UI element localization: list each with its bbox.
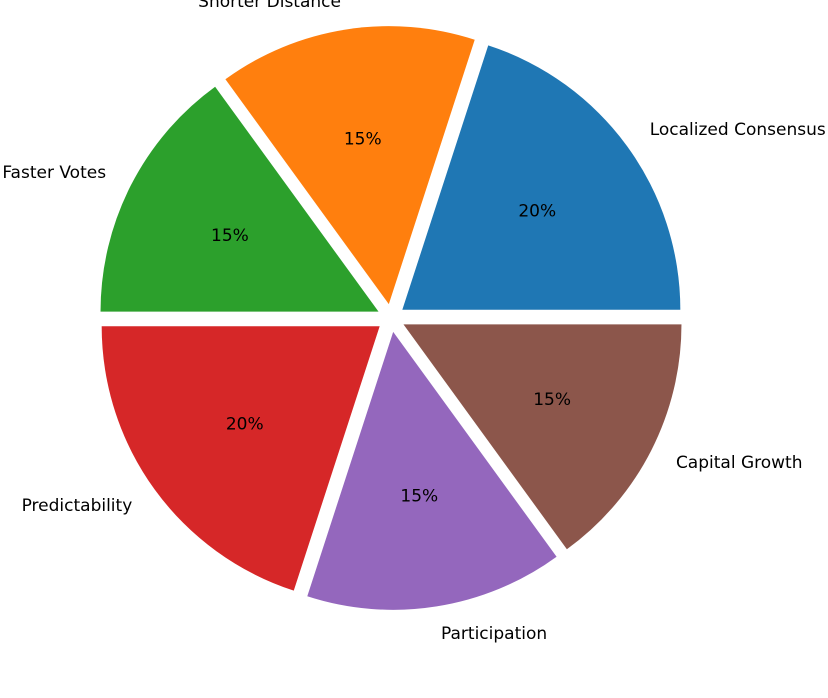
pie-slice-localized-consensus	[402, 45, 681, 310]
slice-label-predictability: Predictability	[22, 496, 133, 516]
slice-label-faster-votes: Faster Votes	[2, 163, 106, 183]
pct-label-shorter-distance: 15%	[344, 129, 382, 149]
pct-label-capital-growth: 15%	[533, 390, 571, 410]
slice-label-participation: Participation	[441, 624, 547, 644]
pie-slice-shorter-distance	[225, 26, 475, 305]
pie-slice-predictability	[101, 326, 380, 591]
pie-slice-participation	[307, 331, 557, 610]
slice-label-localized-consensus: Localized Consensus	[650, 120, 826, 140]
pct-label-participation: 15%	[400, 487, 438, 507]
pct-label-predictability: 20%	[226, 414, 264, 434]
pct-label-faster-votes: 15%	[211, 226, 249, 246]
pie-slice-capital-growth	[403, 324, 682, 550]
slice-label-capital-growth: Capital Growth	[676, 453, 803, 473]
slice-label-shorter-distance: Shorter Distance	[198, 0, 341, 12]
pct-label-localized-consensus: 20%	[518, 202, 556, 222]
pie-slice-faster-votes	[100, 86, 379, 312]
